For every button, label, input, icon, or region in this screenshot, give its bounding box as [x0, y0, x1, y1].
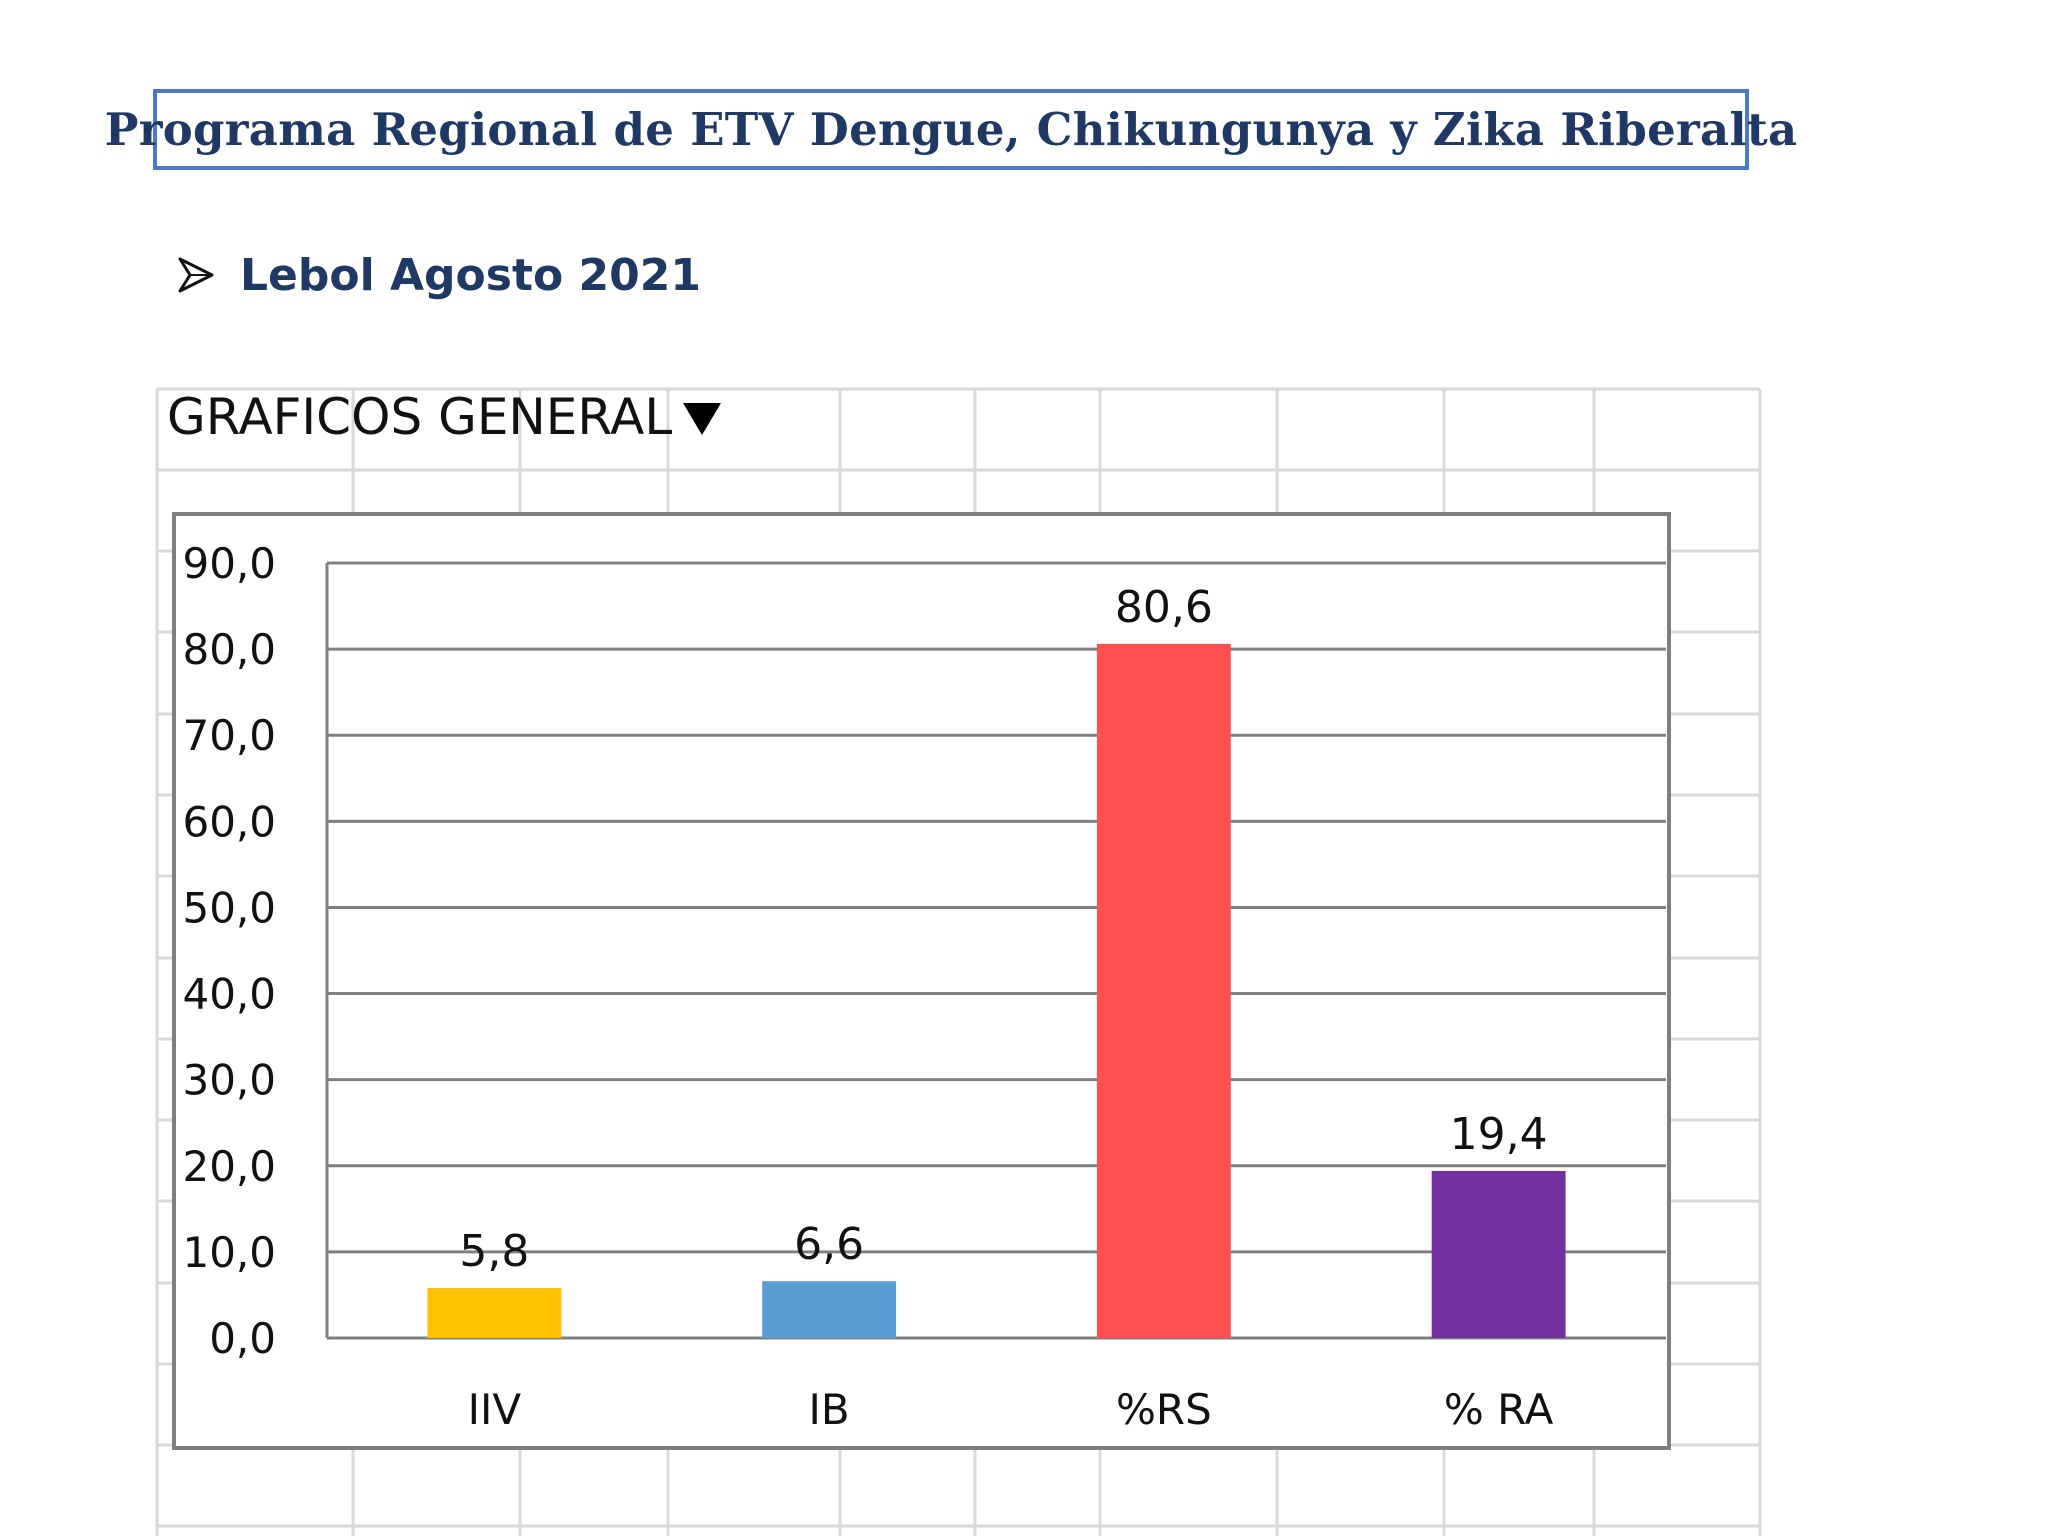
sheet-label-text: GRAFICOS GENERAL [167, 388, 673, 446]
page-title: Programa Regional de ETV Dengue, Chikung… [104, 103, 1798, 156]
data-labels: 5,8 6,6 80,6 19,4 [459, 582, 1547, 1277]
subtitle-row: Lebol Agosto 2021 [176, 240, 701, 310]
arrow-bullet-icon [178, 257, 214, 293]
subtitle: Lebol Agosto 2021 [240, 249, 702, 301]
category-label: %RS [1116, 1385, 1212, 1434]
sheet-label[interactable]: GRAFICOS GENERAL [167, 388, 724, 446]
bar-2 [762, 1281, 897, 1338]
y-tick-label: 60,0 [182, 797, 276, 846]
y-tick-label: 70,0 [182, 711, 276, 760]
y-tick-label: 0,0 [209, 1314, 276, 1363]
y-tick-label: 20,0 [182, 1142, 276, 1191]
data-label: 19,4 [1450, 1109, 1548, 1160]
y-tick-label: 10,0 [182, 1228, 276, 1277]
y-tick-label: 30,0 [182, 1056, 276, 1105]
title-box: Programa Regional de ETV Dengue, Chikung… [105, 89, 1797, 170]
y-tick-label: 90,0 [182, 539, 276, 588]
category-label: IIV [468, 1385, 522, 1434]
chart-area [172, 512, 1671, 1450]
data-label: 80,6 [1115, 582, 1213, 633]
bars [427, 643, 1566, 1338]
y-tick-label: 50,0 [182, 883, 276, 932]
bar-4 [1431, 1170, 1566, 1338]
bar-3 [1096, 643, 1231, 1338]
y-tick-label: 40,0 [182, 970, 276, 1019]
triangle-down-icon[interactable] [680, 395, 724, 439]
bar-1 [427, 1288, 562, 1338]
y-axis-tick-labels: 0,0 10,0 20,0 30,0 40,0 50,0 60,0 70,0 80,0 90,0 [182, 539, 276, 1363]
data-label: 5,8 [459, 1226, 529, 1277]
gridlines [325, 561, 1666, 1340]
category-labels: IIV IB %RS % RA [468, 1385, 1554, 1434]
category-label: % RA [1444, 1385, 1554, 1434]
category-label: IB [809, 1385, 850, 1434]
y-tick-label: 80,0 [182, 625, 276, 674]
data-label: 6,6 [794, 1219, 864, 1270]
